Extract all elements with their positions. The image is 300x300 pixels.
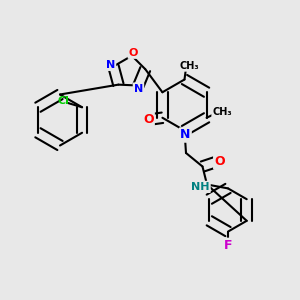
Text: N: N <box>180 128 190 142</box>
Text: CH₃: CH₃ <box>212 107 232 117</box>
Text: CH₃: CH₃ <box>180 61 200 71</box>
Text: N: N <box>134 83 143 94</box>
Text: F: F <box>224 239 232 252</box>
Text: N: N <box>106 60 115 70</box>
Text: Cl: Cl <box>57 96 69 106</box>
Text: O: O <box>214 155 225 169</box>
Text: NH: NH <box>191 182 210 192</box>
Text: O: O <box>143 113 154 126</box>
Text: O: O <box>129 48 138 58</box>
